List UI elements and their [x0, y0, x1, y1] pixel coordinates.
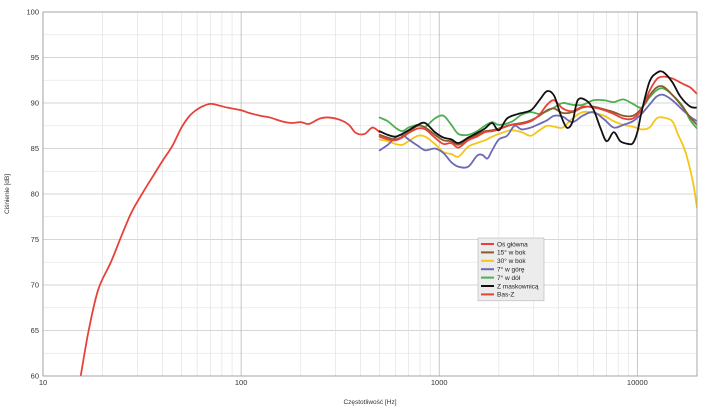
x-axis-title: Częstotliwość [Hz] [343, 399, 396, 406]
y-tick-label: 85 [31, 144, 39, 153]
y-tick-label: 70 [31, 281, 39, 290]
x-tick-label: 1000 [431, 378, 448, 387]
y-tick-label: 65 [31, 326, 39, 335]
plot-frame [42, 11, 698, 377]
x-tick-label: 10000 [627, 378, 648, 387]
series-line-z-maskownica [378, 70, 697, 146]
series-line-os-glowna [378, 75, 697, 149]
series-line-7-w-gore [378, 93, 697, 169]
series-line-30-w-bok [378, 110, 697, 209]
series-layer [79, 70, 697, 376]
y-tick-label: 60 [31, 372, 39, 381]
y-tick-label: 80 [31, 190, 39, 199]
legend-label: Z maskownicą [497, 283, 539, 290]
axes: 60 65 70 75 80 85 90 95 100 10 100 1000 10000 Częstot… [4, 8, 698, 406]
legend-label: 7° w górę [497, 266, 525, 274]
legend-label: 30° w bok [497, 257, 526, 265]
y-tick-label: 95 [31, 53, 39, 62]
legend-label: Oś główna [497, 241, 528, 248]
legend-label: 7° w dół [497, 274, 521, 282]
x-tick-label: 100 [235, 378, 248, 387]
y-tick-label: 75 [31, 235, 39, 244]
y-tick-label: 90 [31, 99, 39, 108]
legend-label: 15° w bok [497, 249, 526, 257]
grid [42, 11, 698, 377]
legend-label: Bas-Z [497, 292, 514, 299]
x-tick-label: 10 [39, 378, 47, 387]
y-tick-label: 100 [26, 8, 39, 17]
series-line-bas-z [79, 102, 381, 376]
y-axis-title: Ciśnienie [dB] [4, 174, 11, 214]
